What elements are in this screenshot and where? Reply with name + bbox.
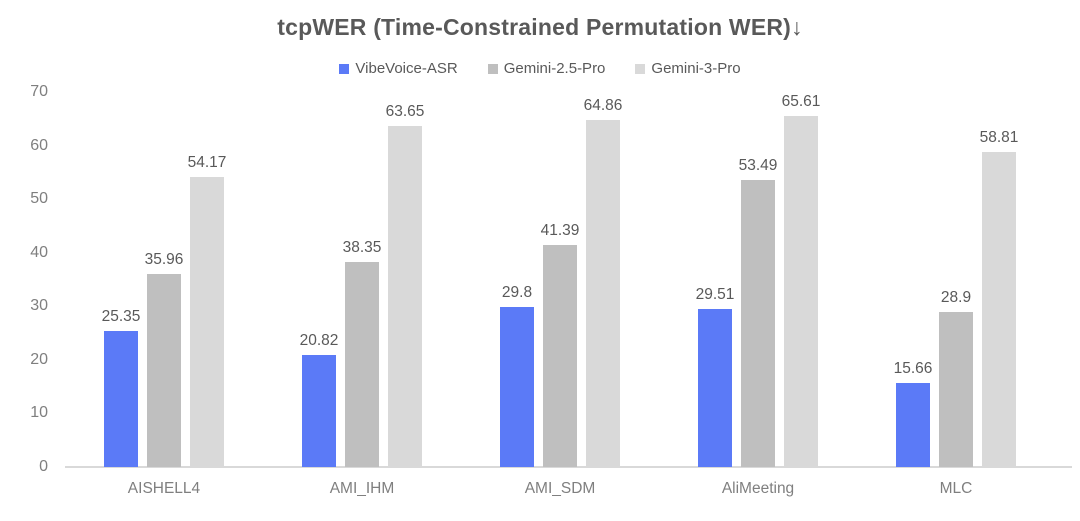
bar-value-label: 20.82 <box>299 332 339 350</box>
bar-value-label: 53.49 <box>738 157 778 175</box>
bar-VibeVoice-ASR-AISHELL4 <box>104 331 138 467</box>
bar-value-label: 28.9 <box>940 289 972 307</box>
bar-Gemini-3-Pro-MLC <box>982 151 1016 467</box>
bar-value-label: 64.86 <box>583 96 623 114</box>
x-category-label: AMI_SDM <box>524 480 596 497</box>
bar-value-label: 29.8 <box>501 284 533 302</box>
bar-value-label: 63.65 <box>385 103 425 121</box>
bar-Gemini-2.5-Pro-MLC <box>939 312 973 467</box>
y-tick-label: 0 <box>39 458 48 475</box>
bar-value-label: 41.39 <box>540 222 580 240</box>
legend-item-2[interactable]: Gemini-3-Pro <box>635 60 741 77</box>
bar-Gemini-3-Pro-AliMeeting <box>784 115 818 467</box>
bar-Gemini-3-Pro-AMI_SDM <box>586 119 620 467</box>
bar-Gemini-2.5-Pro-AISHELL4 <box>147 274 181 467</box>
bar-value-label: 38.35 <box>342 238 382 256</box>
y-tick-label: 30 <box>30 297 48 315</box>
bar-group-AMI_IHM: 20.82 38.35 63.65 <box>300 92 424 467</box>
bar-VibeVoice-ASR-AMI_IHM <box>302 355 336 467</box>
legend-swatch-icon <box>635 63 646 74</box>
y-tick-label: 60 <box>30 136 48 154</box>
bar-VibeVoice-ASR-MLC <box>896 383 930 467</box>
bar-group-AMI_SDM: 29.8 41.39 64.86 <box>500 92 622 467</box>
x-category-label: MLC <box>939 480 973 497</box>
bar-value-label: 54.17 <box>187 153 227 171</box>
bar-group-AISHELL4: 25.35 35.96 54.17 <box>102 92 226 467</box>
bar-Gemini-3-Pro-AISHELL4 <box>190 176 224 467</box>
bar-Gemini-2.5-Pro-AliMeeting <box>741 180 775 467</box>
bar-value-label: 35.96 <box>144 251 184 269</box>
bar-VibeVoice-ASR-AliMeeting <box>698 308 732 467</box>
y-tick-label: 10 <box>30 404 48 422</box>
x-category-label: AliMeeting <box>721 480 795 497</box>
x-axis-line <box>65 466 1072 468</box>
legend-item-1[interactable]: Gemini-2.5-Pro <box>487 60 606 77</box>
y-tick-label: 70 <box>30 83 48 100</box>
chart-legend: VibeVoice-ASR Gemini-2.5-Pro Gemini-3-Pro <box>0 60 1080 77</box>
legend-swatch-icon <box>339 63 350 74</box>
bar-VibeVoice-ASR-AMI_SDM <box>500 307 534 467</box>
bar-Gemini-2.5-Pro-AMI_SDM <box>543 245 577 467</box>
bar-Gemini-3-Pro-AMI_IHM <box>388 126 422 467</box>
bar-value-label: 29.51 <box>695 285 735 303</box>
legend-label: VibeVoice-ASR <box>355 60 458 77</box>
bar-Gemini-2.5-Pro-AMI_IHM <box>345 261 379 467</box>
x-category-label: AISHELL4 <box>127 480 201 497</box>
chart-title: tcpWER (Time-Constrained Permutation WER… <box>277 14 803 40</box>
bar-value-label: 25.35 <box>101 308 141 326</box>
x-category-label: AMI_IHM <box>329 480 395 497</box>
bar-group-AliMeeting: 29.51 53.49 65.61 <box>696 92 820 467</box>
bar-value-label: 65.61 <box>781 92 821 110</box>
legend-item-0[interactable]: VibeVoice-ASR <box>339 60 458 77</box>
plot-area: 25.35 35.96 54.17 20.82 38.35 63.65 29.8 41.39 6… <box>65 92 1072 468</box>
legend-label: Gemini-2.5-Pro <box>503 60 606 77</box>
legend-label: Gemini-3-Pro <box>651 60 741 77</box>
y-tick-label: 20 <box>30 350 48 368</box>
bar-group-MLC: 15.66 28.9 58.81 <box>894 92 1018 467</box>
legend-swatch-icon <box>487 63 498 74</box>
bar-value-label: 58.81 <box>979 128 1019 146</box>
bar-value-label: 15.66 <box>893 360 933 378</box>
y-tick-label: 40 <box>30 243 48 261</box>
y-tick-label: 50 <box>30 190 48 208</box>
